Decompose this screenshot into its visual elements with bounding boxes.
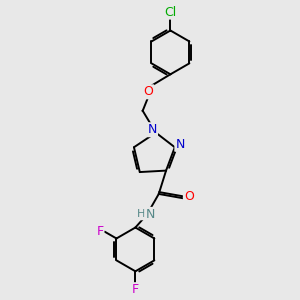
Text: N: N [145, 208, 155, 221]
Text: N: N [148, 123, 157, 136]
Text: H: H [136, 209, 145, 219]
Text: F: F [132, 283, 139, 296]
Text: O: O [184, 190, 194, 203]
Text: Cl: Cl [164, 6, 177, 19]
Text: N: N [176, 138, 185, 151]
Text: O: O [144, 85, 154, 98]
Text: F: F [96, 225, 103, 239]
